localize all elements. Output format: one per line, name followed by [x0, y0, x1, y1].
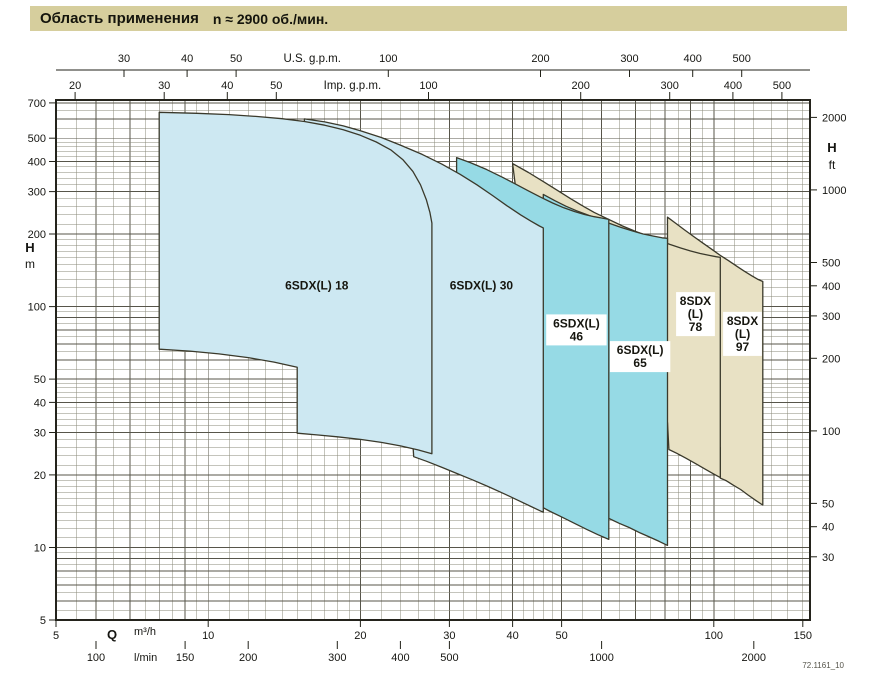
svg-text:50: 50 [230, 53, 242, 65]
svg-text:50: 50 [270, 80, 282, 92]
svg-text:100: 100 [822, 426, 840, 438]
svg-text:40: 40 [34, 397, 46, 409]
svg-text:m: m [25, 257, 35, 271]
svg-text:30: 30 [443, 630, 455, 642]
svg-text:150: 150 [176, 652, 194, 664]
svg-text:1000: 1000 [589, 652, 613, 664]
svg-text:700: 700 [28, 98, 46, 110]
svg-text:400: 400 [684, 53, 702, 65]
label-8sdx-97: 8SDX (L) 97 [727, 314, 758, 354]
svg-text:100: 100 [87, 652, 105, 664]
svg-text:2000: 2000 [822, 112, 846, 124]
label-6sdxl-46: 6SDX(L) 46 [553, 316, 600, 343]
region-labels: 8SDX (L) 97 8SDX (L) 78 6SDX(L) 65 6SDX(L) 46 6SDX… [285, 279, 762, 373]
svg-text:500: 500 [28, 133, 46, 145]
svg-text:5: 5 [53, 630, 59, 642]
svg-text:40: 40 [506, 630, 518, 642]
svg-text:200: 200 [239, 652, 257, 664]
svg-text:100: 100 [379, 53, 397, 65]
label-box-6sdxl-46 [546, 314, 607, 346]
svg-text:2000: 2000 [742, 652, 766, 664]
svg-text:500: 500 [773, 80, 791, 92]
svg-text:30: 30 [158, 80, 170, 92]
svg-text:20: 20 [69, 80, 81, 92]
svg-text:H: H [25, 240, 34, 255]
svg-text:100: 100 [419, 80, 437, 92]
svg-text:ft: ft [829, 158, 836, 172]
svg-text:200: 200 [572, 80, 590, 92]
svg-text:50: 50 [555, 630, 567, 642]
svg-text:400: 400 [28, 157, 46, 169]
svg-text:500: 500 [440, 652, 458, 664]
svg-text:400: 400 [391, 652, 409, 664]
label-6sdxl-30: 6SDX(L) 30 [450, 279, 514, 293]
svg-text:300: 300 [328, 652, 346, 664]
chart-title: Область применения [40, 10, 199, 27]
svg-text:5: 5 [40, 615, 46, 627]
svg-text:20: 20 [34, 470, 46, 482]
label-box-8sdx-78 [676, 292, 715, 337]
region-6sdxl-18 [158, 111, 433, 455]
svg-text:150: 150 [794, 630, 812, 642]
label-6sdxl-18: 6SDX(L) 18 [285, 279, 349, 293]
label-6sdxl-65: 6SDX(L) 65 [617, 343, 664, 370]
svg-text:Imp. g.p.m.: Imp. g.p.m. [324, 80, 382, 92]
svg-text:200: 200 [28, 229, 46, 241]
label-box-8sdx-97 [723, 311, 762, 356]
svg-text:300: 300 [661, 80, 679, 92]
chart-header: Область применения n ≈ 2900 об./мин. [30, 6, 847, 31]
svg-text:300: 300 [822, 311, 840, 323]
svg-text:100: 100 [28, 302, 46, 314]
svg-text:300: 300 [28, 187, 46, 199]
svg-text:200: 200 [822, 353, 840, 365]
plot-frame [55, 99, 811, 621]
label-box-6sdxl-65 [609, 341, 671, 373]
svg-text:1000: 1000 [822, 185, 846, 197]
svg-text:50: 50 [34, 374, 46, 386]
svg-text:20: 20 [354, 630, 366, 642]
svg-text:40: 40 [221, 80, 233, 92]
svg-text:10: 10 [202, 630, 214, 642]
svg-text:400: 400 [724, 80, 742, 92]
svg-text:40: 40 [181, 53, 193, 65]
svg-text:10: 10 [34, 543, 46, 555]
svg-text:50: 50 [822, 498, 834, 510]
svg-text:500: 500 [822, 258, 840, 270]
chart-speed-note: n ≈ 2900 об./мин. [212, 10, 329, 27]
svg-text:500: 500 [733, 53, 751, 65]
svg-text:200: 200 [531, 53, 549, 65]
watermark: 72.1161_10 [802, 661, 844, 670]
svg-text:l/min: l/min [134, 652, 157, 664]
svg-text:30: 30 [118, 53, 130, 65]
svg-text:Q: Q [107, 627, 117, 642]
svg-text:30: 30 [34, 428, 46, 440]
axes: 700 500 400 300 200 100 50 40 30 20 10 5 Hm 2000 1000 5… [25, 53, 846, 664]
svg-text:400: 400 [822, 281, 840, 293]
svg-text:m³/h: m³/h [134, 626, 156, 638]
svg-text:30: 30 [822, 552, 834, 564]
svg-text:H: H [827, 140, 836, 155]
svg-text:300: 300 [620, 53, 638, 65]
svg-text:100: 100 [705, 630, 723, 642]
svg-text:40: 40 [822, 522, 834, 534]
pump-regions [158, 111, 764, 547]
svg-text:U.S. g.p.m.: U.S. g.p.m. [283, 53, 341, 65]
label-8sdx-78: 8SDX (L) 78 [680, 294, 711, 334]
